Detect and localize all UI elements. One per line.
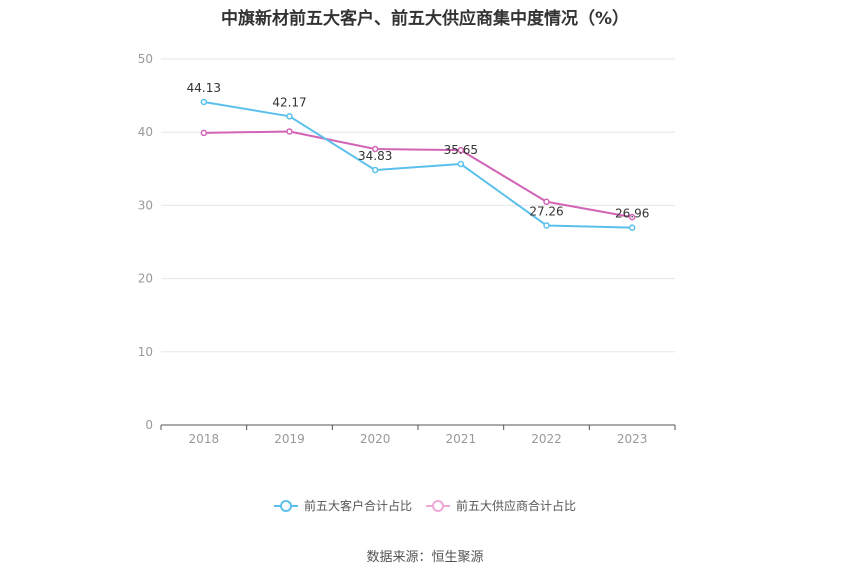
- x-tick-label: 2018: [189, 432, 220, 446]
- legend-item-customers[interactable]: 前五大客户合计占比: [273, 497, 412, 514]
- legend-label-customers: 前五大客户合计占比: [303, 499, 412, 513]
- legend: 前五大客户合计占比 前五大供应商合计占比: [0, 497, 850, 514]
- data-point-suppliers: [543, 198, 550, 205]
- x-tick-label: 2021: [446, 432, 477, 446]
- data-label: 26.96: [615, 207, 649, 221]
- data-point-suppliers: [200, 129, 208, 137]
- y-tick-label: 0: [145, 418, 153, 432]
- data-point-suppliers: [457, 146, 465, 154]
- legend-label-suppliers: 前五大供应商合计占比: [456, 499, 577, 513]
- data-point-customers: [371, 166, 379, 174]
- y-tick-label: 30: [138, 198, 153, 212]
- y-tick-label: 10: [138, 345, 153, 359]
- legend-marker-suppliers: [426, 499, 450, 513]
- source-note: 数据来源：恒生聚源: [366, 550, 484, 565]
- chart-title: 中旗新材前五大客户、前五大供应商集中度情况（%）: [220, 9, 630, 29]
- data-point-customers: [457, 160, 465, 168]
- legend-marker-customers: [273, 499, 298, 513]
- axes: [160, 424, 676, 430]
- x-tick-label: 2022: [531, 432, 562, 446]
- grid-lines: [161, 58, 675, 353]
- data-point-suppliers: [286, 128, 293, 135]
- series-line-suppliers: [203, 130, 633, 219]
- data-label: 44.13: [187, 81, 221, 95]
- y-tick-labels: 0 10 20 30 40 50: [138, 52, 153, 432]
- x-tick-label: 2020: [360, 432, 391, 446]
- data-label: 35.65: [444, 143, 478, 157]
- y-tick-label: 50: [138, 52, 153, 66]
- series-lines: [200, 98, 636, 231]
- y-tick-label: 20: [138, 272, 153, 286]
- data-label: 42.17: [272, 95, 306, 109]
- data-point-suppliers: [628, 213, 636, 221]
- data-label: 34.83: [358, 149, 392, 163]
- data-point-customers: [286, 113, 293, 120]
- data-labels: 44.13 42.17 34.83 35.65 27.26 26.96: [187, 81, 650, 221]
- data-point-customers: [200, 98, 208, 106]
- data-point-suppliers: [371, 145, 379, 153]
- data-point-customers: [628, 224, 636, 231]
- x-tick-label: 2019: [274, 432, 305, 446]
- x-tick-labels: 2018 2019 2020 2021 2022 2023: [189, 432, 648, 446]
- series-line-customers: [203, 100, 633, 229]
- legend-item-suppliers[interactable]: 前五大供应商合计占比: [426, 497, 576, 514]
- x-tick-label: 2023: [617, 432, 648, 446]
- y-tick-label: 40: [138, 125, 153, 139]
- data-label: 27.26: [529, 204, 563, 218]
- data-point-customers: [543, 222, 550, 229]
